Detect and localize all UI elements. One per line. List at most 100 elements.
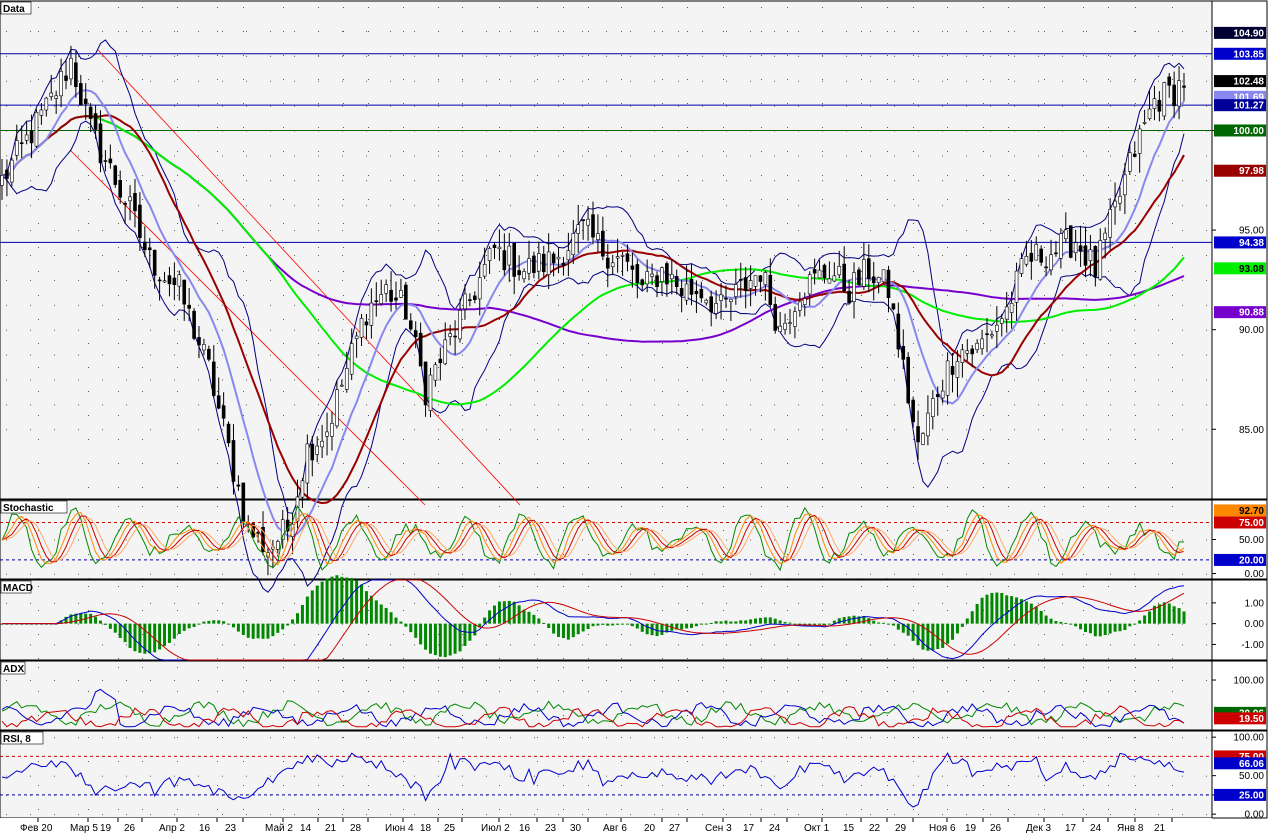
grid-dot [774,254,775,256]
grid-dot [283,247,284,248]
grid-dot [102,644,103,646]
candle-body [133,193,137,212]
macd-histogram-bar [25,623,29,625]
grid-dot [726,775,727,777]
grid-dot [368,487,369,488]
grid-dot [6,254,7,256]
grid-dot [54,304,55,306]
grid-dot [1062,379,1063,381]
macd-histogram-bar [1152,605,1156,624]
grid-dot [887,439,888,440]
grid-dot [1206,404,1207,406]
grid-dot [887,7,888,8]
grid-dot [1086,30,1087,32]
grid-dot [1008,785,1009,786]
grid-dot [942,105,943,107]
grid-dot [1172,761,1173,762]
grid-dot [174,230,175,232]
grid-dot [142,487,143,488]
grid-dot [861,554,862,555]
candle-body [241,482,246,523]
grid-dot [588,667,589,668]
price-axis [1211,579,1268,661]
grid-dot [368,610,369,611]
grid-dot [887,415,888,416]
macd-histogram-bar [158,623,162,650]
macd-histogram-bar [414,623,418,638]
candle-body [177,274,182,287]
grid-dot [6,539,7,541]
grid-dot [283,175,284,176]
macd-histogram-bar [251,623,255,639]
grid-dot [1014,304,1015,306]
grid-dot [318,487,319,488]
grid-dot [403,415,404,416]
grid-dot [1083,809,1084,810]
grid-dot [174,429,175,431]
grid-dot [918,814,919,816]
grid-dot [1182,304,1183,306]
grid-dot [887,199,888,200]
grid-dot [54,254,55,256]
macd-histogram-bar [128,623,132,648]
grid-dot [537,223,538,224]
grid-dot [343,463,344,464]
grid-dot [861,715,862,716]
grid-dot [150,55,151,57]
grid-dot [798,30,799,32]
grid-dot [588,737,589,738]
grid-dot [1172,554,1173,555]
grid-dot [438,586,439,587]
grid-dot [787,578,788,579]
grid-dot [654,205,655,207]
grid-dot [403,295,404,296]
x-tick-label: 21 [325,823,337,834]
grid-dot [563,79,564,80]
grid-dot [1044,367,1045,368]
grid-dot [414,105,415,107]
grid-dot [462,634,463,635]
grid-dot [342,379,343,381]
macd-histogram-bar [138,623,142,653]
grid-dot [1038,80,1039,82]
grid-dot [54,404,55,406]
grid-dot [723,737,724,738]
grid-dot [1083,463,1084,464]
grid-dot [1038,155,1039,157]
grid-dot [510,230,511,232]
candle-body [807,274,812,295]
grid-dot [1110,404,1111,406]
grid-dot [761,343,762,344]
grid-dot [947,691,948,692]
grid-dot [283,586,284,587]
grid-dot [30,254,31,256]
candle-body [1068,225,1073,258]
grid-dot [462,578,463,579]
grid-dot [726,155,727,157]
grid-dot [537,487,538,488]
grid-dot [343,127,344,128]
grid-dot [368,586,369,587]
grid-dot [630,379,631,381]
grid-dot [1134,429,1135,431]
grid-dot [38,667,39,668]
candle-body [354,335,359,340]
grid-dot [662,761,663,762]
grid-dot [174,155,175,157]
grid-dot [102,55,103,57]
grid-dot [678,644,679,646]
macd-histogram-bar [473,623,477,636]
grid-dot [990,329,991,331]
grid-dot [966,379,967,381]
grid-dot [894,354,895,356]
grid-dot [177,343,178,344]
grid-dot [942,205,943,207]
grid-dot [687,79,688,80]
grid-dot [1083,487,1084,488]
grid-dot [30,180,31,182]
grid-dot [243,127,244,128]
grid-dot [343,343,344,344]
grid-dot [88,79,89,80]
grid-dot [983,586,984,587]
